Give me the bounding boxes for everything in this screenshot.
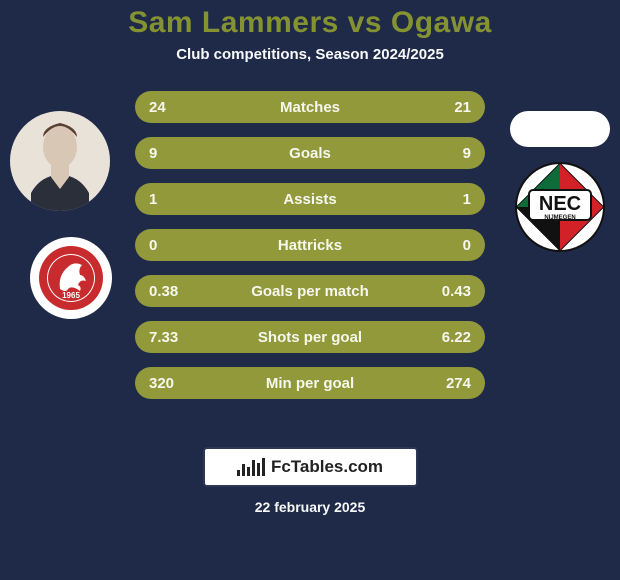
page-title: Sam Lammers vs Ogawa — [0, 6, 620, 40]
stat-row: 7.33Shots per goal6.22 — [135, 321, 485, 353]
player2-name: Ogawa — [391, 6, 492, 39]
player2-club-badge: NEC NIJMEGEN — [510, 157, 610, 257]
stat-row: 320Min per goal274 — [135, 367, 485, 399]
stat-value-player2: 0 — [413, 237, 471, 254]
stat-row: 0.38Goals per match0.43 — [135, 275, 485, 307]
stat-value-player2: 6.22 — [413, 329, 471, 346]
comparison-card: Sam Lammers vs Ogawa Club competitions, … — [0, 0, 620, 580]
player1-name: Sam Lammers — [128, 6, 339, 39]
stat-row: 1Assists1 — [135, 183, 485, 215]
brand-text: FcTables.com — [271, 457, 383, 477]
club-badge-left-icon: 1965 — [38, 245, 104, 311]
stat-label: Goals — [207, 145, 413, 162]
stat-row: 0Hattricks0 — [135, 229, 485, 261]
middle-section: 1965 NEC NIJMEGEN 24 — [0, 91, 620, 421]
stat-label: Goals per match — [207, 283, 413, 300]
stat-value-player1: 7.33 — [149, 329, 207, 346]
stat-label: Min per goal — [207, 375, 413, 392]
footer-date: 22 february 2025 — [0, 499, 620, 515]
club-badge-right-icon: NEC NIJMEGEN — [515, 162, 605, 252]
player2-avatar — [510, 111, 610, 147]
stats-table: 24Matches21 9Goals9 1Assists1 0Hattricks0 0.… — [135, 91, 485, 399]
stat-value-player1: 24 — [149, 99, 207, 116]
player1-club-badge: 1965 — [30, 237, 112, 319]
stat-value-player1: 1 — [149, 191, 207, 208]
stat-row: 9Goals9 — [135, 137, 485, 169]
vs-separator: vs — [348, 6, 382, 39]
subtitle: Club competitions, Season 2024/2025 — [0, 46, 620, 63]
stat-value-player1: 0.38 — [149, 283, 207, 300]
stat-value-player2: 0.43 — [413, 283, 471, 300]
bar-chart-icon — [237, 458, 265, 476]
stat-label: Hattricks — [207, 237, 413, 254]
stat-value-player2: 9 — [413, 145, 471, 162]
stat-value-player2: 274 — [413, 375, 471, 392]
player1-avatar — [10, 111, 110, 211]
stat-row: 24Matches21 — [135, 91, 485, 123]
stat-label: Matches — [207, 99, 413, 116]
stat-value-player1: 9 — [149, 145, 207, 162]
stat-value-player2: 21 — [413, 99, 471, 116]
stat-label: Shots per goal — [207, 329, 413, 346]
svg-text:1965: 1965 — [62, 291, 80, 300]
stat-value-player1: 0 — [149, 237, 207, 254]
club-right-subtext: NIJMEGEN — [544, 215, 575, 221]
club-right-text: NEC — [539, 193, 581, 215]
person-silhouette-icon — [25, 119, 95, 211]
stat-label: Assists — [207, 191, 413, 208]
brand-badge: FcTables.com — [203, 447, 418, 487]
stat-value-player1: 320 — [149, 375, 207, 392]
stat-value-player2: 1 — [413, 191, 471, 208]
